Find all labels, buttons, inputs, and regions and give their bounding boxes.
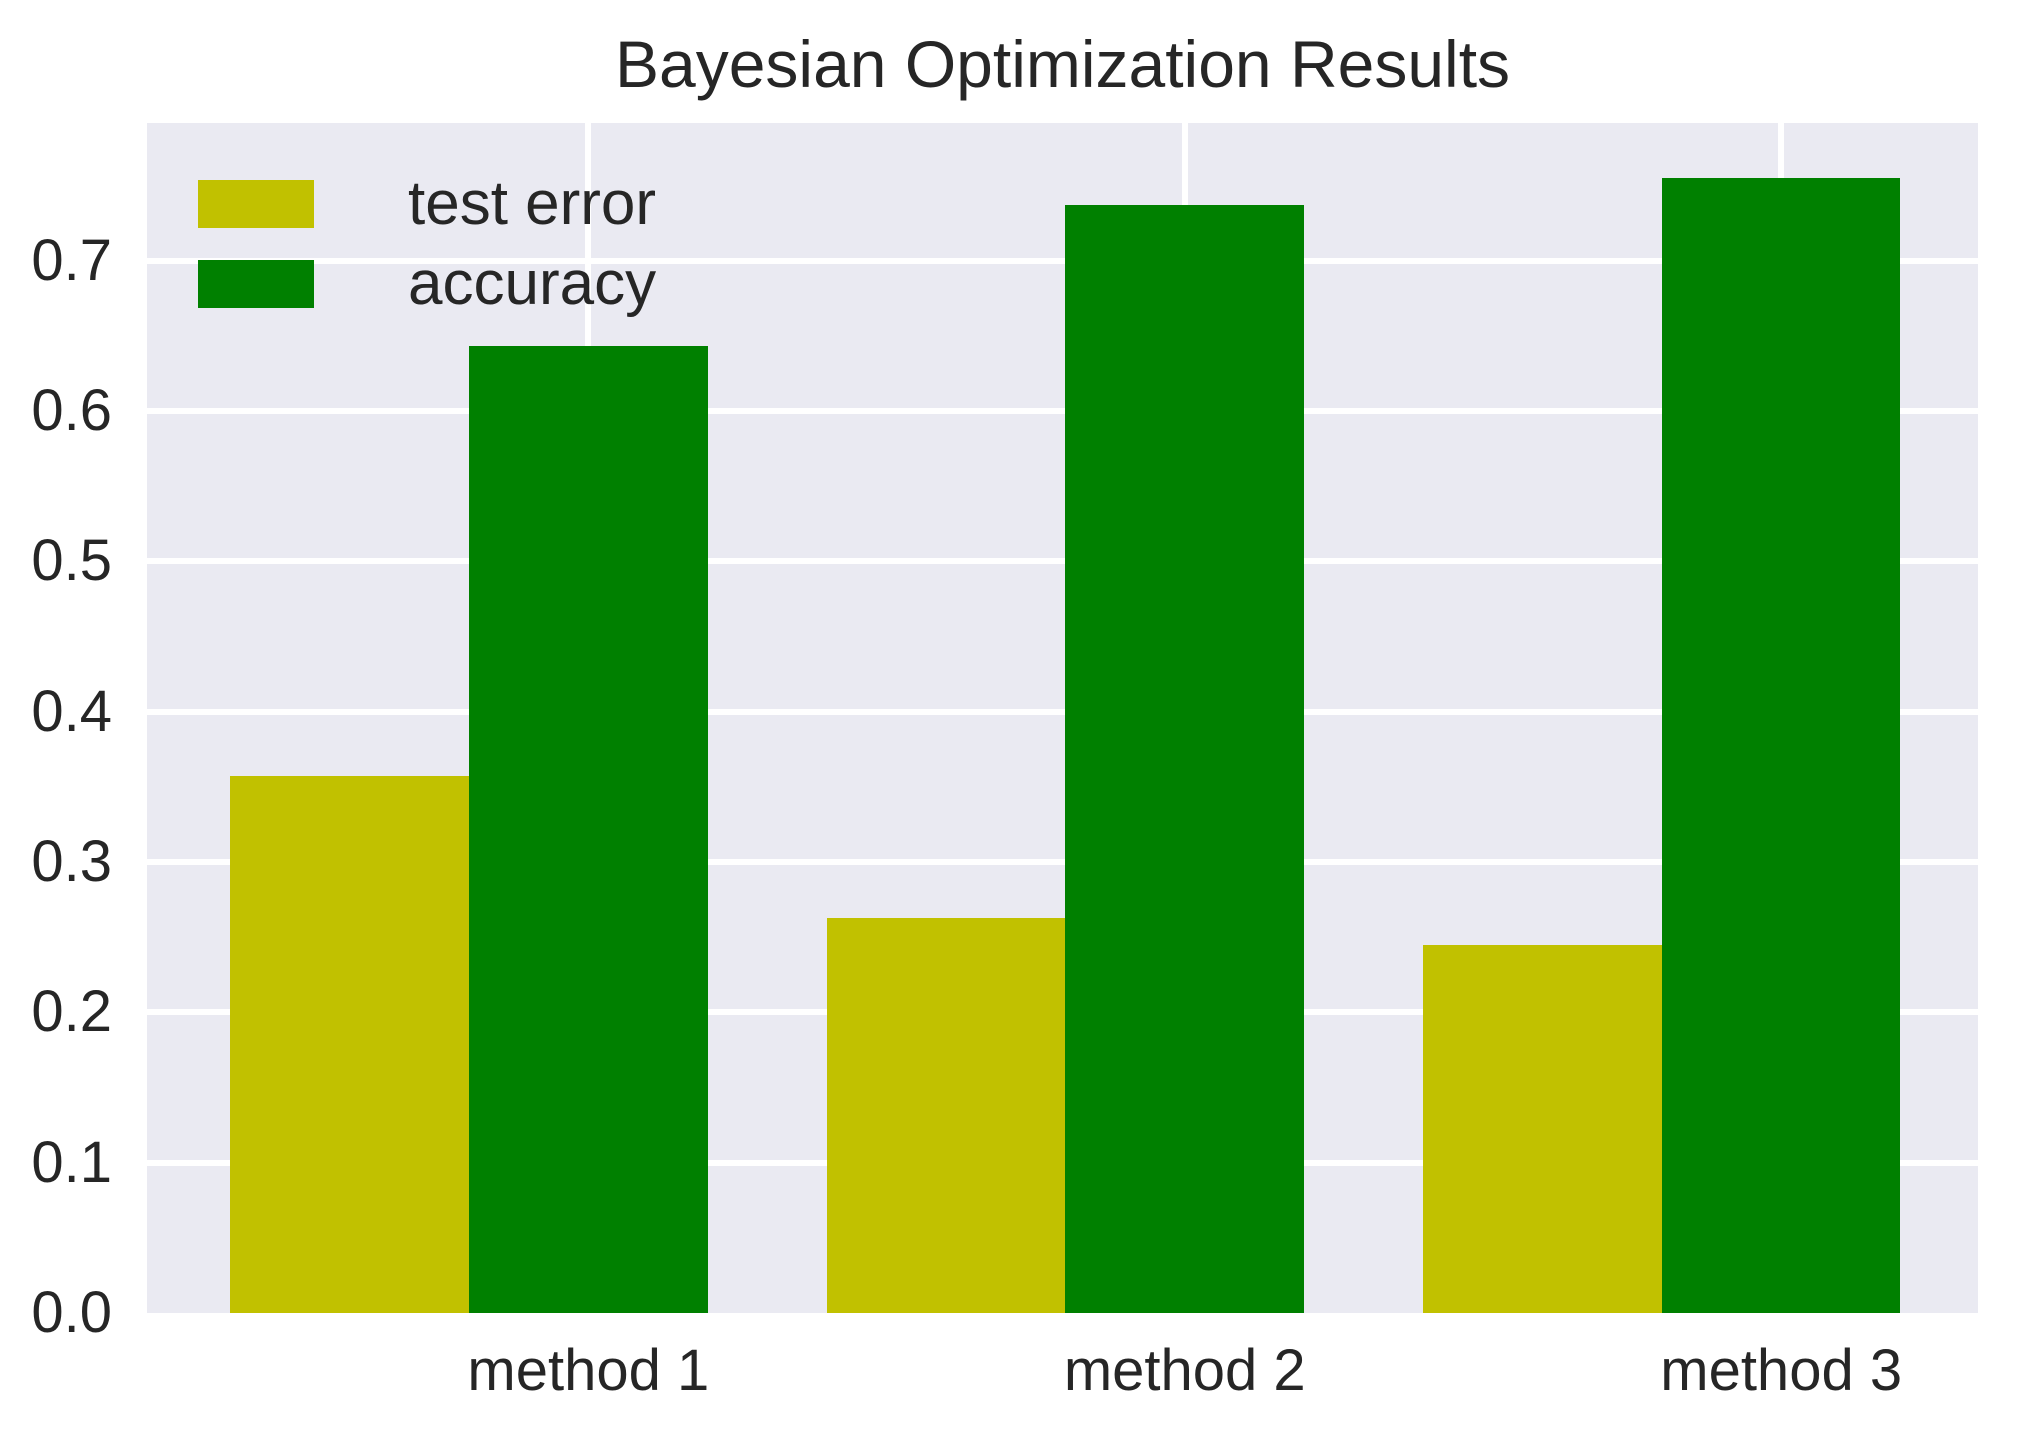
gridline-horizontal-0.3 [147, 858, 1978, 865]
bar-test-error-method-2 [826, 917, 1066, 1313]
y-tick-label-0.6: 0.6 [31, 377, 112, 443]
bar-test-error-method-1 [230, 776, 470, 1313]
x-tick-label-method-2: method 2 [1063, 1338, 1306, 1403]
legend-item-accuracy: accuracy [198, 253, 656, 315]
x-tick-label-method-1: method 1 [467, 1338, 710, 1403]
legend-item-test-error: test error [198, 173, 656, 235]
bar-accuracy-method-1 [469, 346, 708, 1313]
y-tick-label-0.1: 0.1 [31, 1129, 112, 1195]
legend-label-accuracy: accuracy [408, 249, 657, 318]
y-tick-label-0.0: 0.0 [31, 1280, 112, 1345]
legend-swatch-accuracy [198, 260, 314, 308]
y-tick-label-0.3: 0.3 [31, 828, 112, 894]
y-tick-label-0.2: 0.2 [31, 979, 112, 1045]
plot-area: test error accuracy [147, 123, 1978, 1313]
y-tick-label-0.4: 0.4 [31, 678, 112, 744]
legend: test error accuracy [198, 173, 656, 338]
x-tick-label-method-3: method 3 [1660, 1338, 1903, 1403]
bar-test-error-method-3 [1423, 944, 1662, 1313]
bar-accuracy-method-2 [1065, 204, 1305, 1313]
legend-swatch-test-error [198, 180, 314, 228]
gridline-horizontal-0.7 [147, 257, 1978, 264]
bar-accuracy-method-3 [1661, 177, 1901, 1313]
gridline-horizontal-0.5 [147, 558, 1978, 565]
legend-label-test-error: test error [408, 169, 657, 238]
y-tick-label-0.5: 0.5 [31, 528, 112, 594]
gridline-horizontal-0.6 [147, 407, 1978, 414]
chart-title: Bayesian Optimization Results [614, 27, 1511, 101]
y-tick-label-0.7: 0.7 [31, 227, 112, 293]
gridline-horizontal-0.4 [147, 708, 1978, 715]
